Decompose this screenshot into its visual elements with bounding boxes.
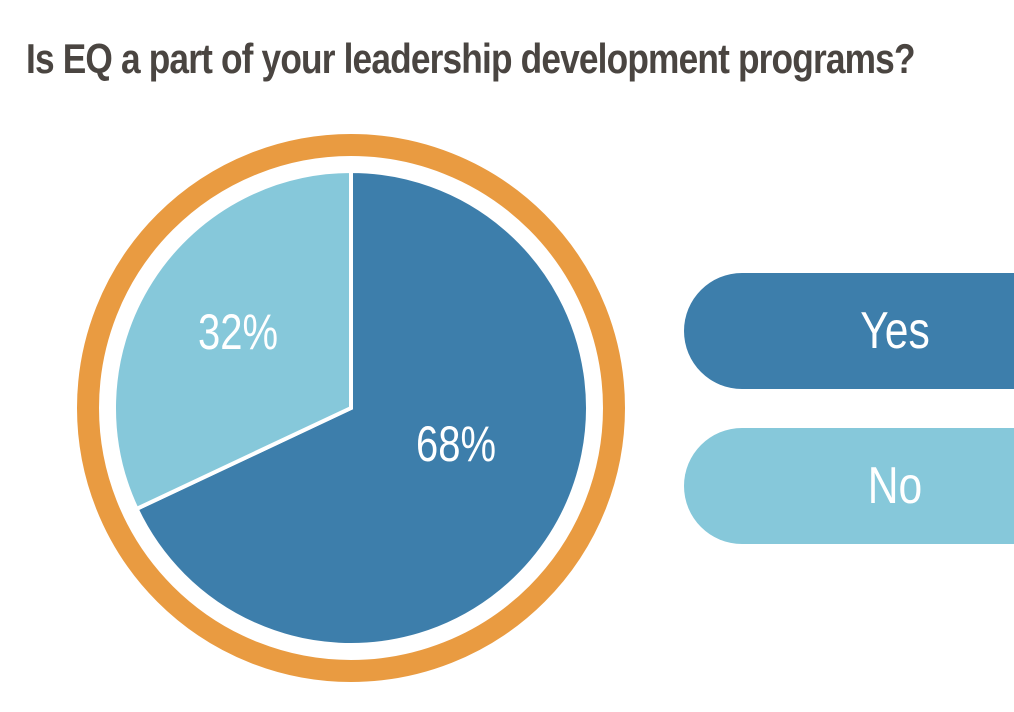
pie-outer-ring [77, 134, 625, 682]
legend-label-no: No [867, 457, 923, 515]
pie-slice-yes [133, 168, 590, 647]
legend-item-no: No [684, 428, 1014, 544]
chart-title: Is EQ a part of your leadership developm… [26, 35, 916, 82]
slice-label-no: 32% [198, 304, 278, 360]
slice-label-yes: 68% [416, 416, 496, 472]
legend-label-yes: Yes [860, 302, 930, 360]
legend-item-yes: Yes [684, 273, 1014, 389]
pie-gap-ring [100, 157, 602, 659]
pie-slice-no [112, 168, 353, 512]
